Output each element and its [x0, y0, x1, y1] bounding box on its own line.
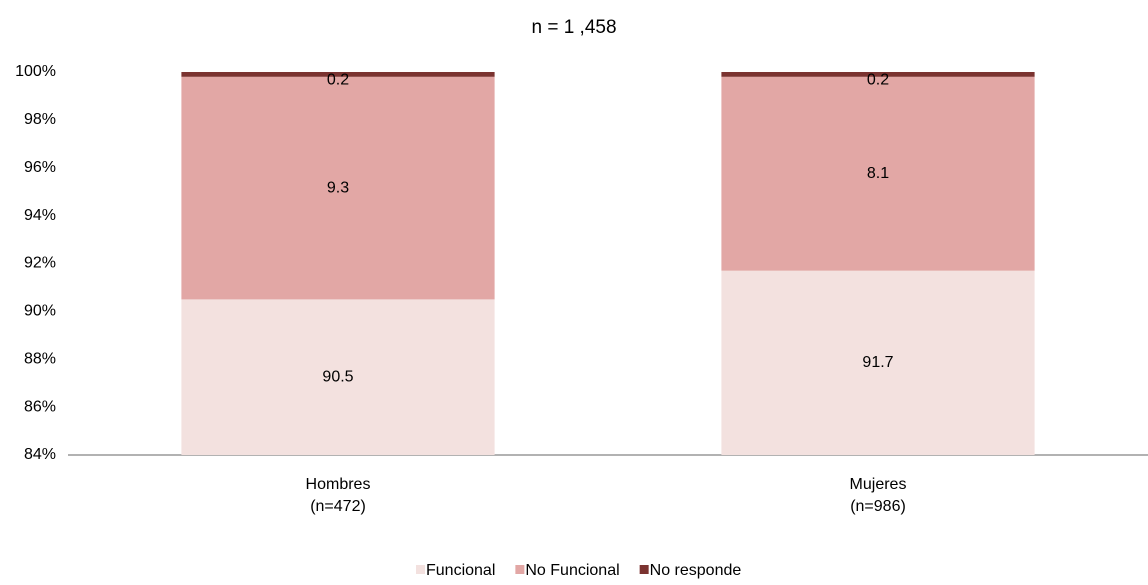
y-tick-label: 100% — [15, 63, 56, 80]
bar-segment — [721, 72, 1035, 77]
legend-swatch — [639, 565, 649, 574]
y-tick-label: 94% — [24, 207, 56, 224]
x-tick-label: Mujeres — [850, 476, 907, 493]
value-label: 0.2 — [867, 72, 889, 89]
x-tick-label: Hombres — [306, 476, 371, 493]
value-label: 9.3 — [327, 179, 349, 196]
y-tick-label: 96% — [24, 159, 56, 176]
x-tick-label: (n=472) — [310, 498, 366, 515]
bar-segment — [181, 76, 495, 300]
legend-label: Funcional — [426, 562, 495, 579]
y-tick-label: 92% — [24, 255, 56, 272]
bar-segment — [181, 72, 495, 77]
y-tick-label: 90% — [24, 303, 56, 320]
y-tick-label: 84% — [24, 446, 56, 463]
chart-title: n = 1 ,458 — [531, 17, 616, 38]
bar-segment — [721, 76, 1035, 271]
value-label: 90.5 — [322, 368, 353, 385]
value-label: 8.1 — [867, 165, 889, 182]
y-tick-label: 88% — [24, 350, 56, 367]
value-label: 91.7 — [862, 354, 893, 371]
bar-segment — [181, 299, 495, 455]
legend-swatch — [515, 565, 525, 574]
value-label: 0.2 — [327, 72, 349, 89]
x-tick-label: (n=986) — [850, 498, 906, 515]
y-tick-label: 98% — [24, 111, 56, 128]
legend-label: No responde — [650, 562, 742, 579]
y-tick-label: 86% — [24, 398, 56, 415]
bar-segment — [721, 270, 1035, 455]
legend-label: No Funcional — [525, 562, 619, 579]
legend-swatch — [416, 565, 425, 574]
